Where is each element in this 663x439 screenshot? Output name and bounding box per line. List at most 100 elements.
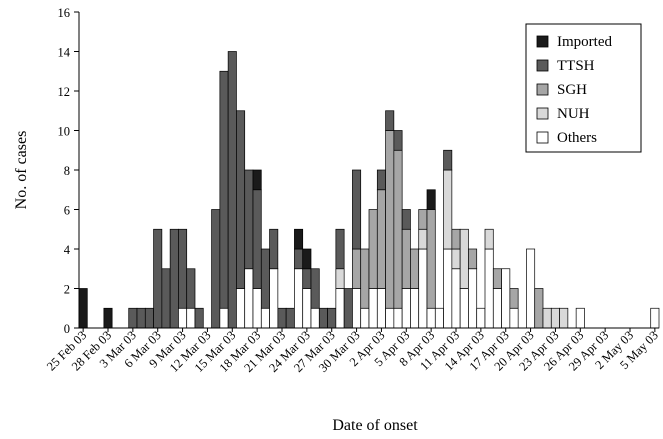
bar-segment-ttsh [393,130,403,151]
bar-segment-ttsh [252,189,262,289]
bar-segment-others [509,307,519,329]
bar-segment-sgh [352,248,362,289]
bar-segment-imported [78,288,88,329]
bar-segment-sgh [468,248,478,270]
bar-segment-others [526,248,536,329]
bar-segment-others [492,288,502,329]
y-tick-label: 2 [64,283,70,297]
bar-segment-others [260,307,270,329]
bar-segment-ttsh [302,268,312,289]
bar-segment-others [476,307,486,329]
bars-layer [78,51,660,329]
bar-segment-nuh [542,307,552,329]
legend-label-nuh: NUH [557,106,590,122]
bar-segment-others [418,248,428,329]
bar-segment-ttsh [318,307,328,329]
bar-segment-others [459,288,469,329]
bar-segment-ttsh [227,51,237,329]
legend-swatch-imported [536,35,549,48]
bar-segment-sgh [534,288,544,329]
bar-segment-others [434,307,444,329]
bar-segment-ttsh [236,110,246,289]
bar-segment-nuh [335,268,345,289]
bar-segment-sgh [410,248,420,289]
bar-segment-others [310,307,320,329]
bar-segment-imported [103,307,113,329]
bar-segment-others [219,307,229,329]
bar-segment-others [352,288,362,329]
legend-label-ttsh: TTSH [557,58,595,74]
bar-segment-others [501,268,511,329]
bar-segment-sgh [393,149,403,309]
bar-segment-others [252,288,262,329]
bar-segment-ttsh [285,307,295,329]
bar-segment-nuh [418,228,428,250]
y-tick-label: 16 [58,6,71,20]
bar-segment-others [360,307,370,329]
legend: Imported TTSH SGH NUH Others [525,23,642,153]
bar-segment-others [376,288,386,329]
bar-segment-others [468,268,478,329]
bar-segment-ttsh [401,209,411,230]
bar-segment-nuh [559,307,569,329]
bar-segment-ttsh [178,228,188,309]
bar-segment-others [650,307,660,329]
bar-segment-ttsh [376,169,386,191]
bar-segment-nuh [451,248,461,270]
y-tick-label: 0 [64,322,70,336]
bar-segment-others [186,307,196,329]
bar-segment-ttsh [294,248,304,270]
bar-segment-others [426,307,436,329]
y-tick-label: 8 [64,164,70,178]
bar-segment-ttsh [161,268,171,329]
bar-segment-sgh [418,209,428,230]
y-axis-label: No. of cases [13,131,30,210]
bar-segment-imported [302,248,312,270]
bar-segment-ttsh [194,307,204,329]
legend-label-imported: Imported [557,34,612,50]
bar-segment-sgh [376,189,386,289]
bar-segment-ttsh [219,70,229,309]
x-axis-label: Date of onset [332,417,418,434]
bar-segment-ttsh [310,268,320,309]
bar-segment-sgh [368,209,378,289]
bar-segment-others [451,268,461,329]
bar-segment-ttsh [352,169,362,250]
y-tick-label: 4 [64,243,71,257]
bar-segment-ttsh [443,149,453,171]
legend-swatch-others [536,131,549,144]
bar-segment-sgh [385,130,395,309]
legend-swatch-sgh [536,83,549,96]
bar-segment-others [335,288,345,329]
bar-segment-ttsh [186,268,196,309]
bar-segment-ttsh [335,228,345,270]
bar-segment-others [236,288,246,329]
bar-segment-others [244,268,254,329]
bar-segment-sgh [492,268,502,289]
bar-segment-ttsh [136,307,146,329]
bar-segment-nuh [484,228,494,250]
bar-segment-others [410,288,420,329]
bar-segment-sgh [360,248,370,309]
bar-segment-sgh [509,288,519,309]
bar-segment-sgh [401,228,411,289]
bar-segment-others [484,248,494,329]
bar-segment-ttsh [269,228,279,270]
bar-segment-imported [294,228,304,250]
bar-segment-imported [252,169,262,191]
bar-segment-ttsh [385,110,395,131]
bar-segment-nuh [443,169,453,250]
bar-segment-others [443,248,453,329]
y-tick-label: 10 [58,125,71,139]
bar-segment-ttsh [244,169,254,270]
bar-segment-others [368,288,378,329]
bar-segment-sgh [451,228,461,250]
bar-segment-ttsh [211,209,221,329]
bar-segment-ttsh [260,248,270,309]
y-tick-label: 14 [58,46,71,60]
legend-label-sgh: SGH [557,82,587,98]
bar-segment-ttsh [169,228,179,329]
bar-segment-ttsh [128,307,138,329]
bar-segment-ttsh [327,307,337,329]
